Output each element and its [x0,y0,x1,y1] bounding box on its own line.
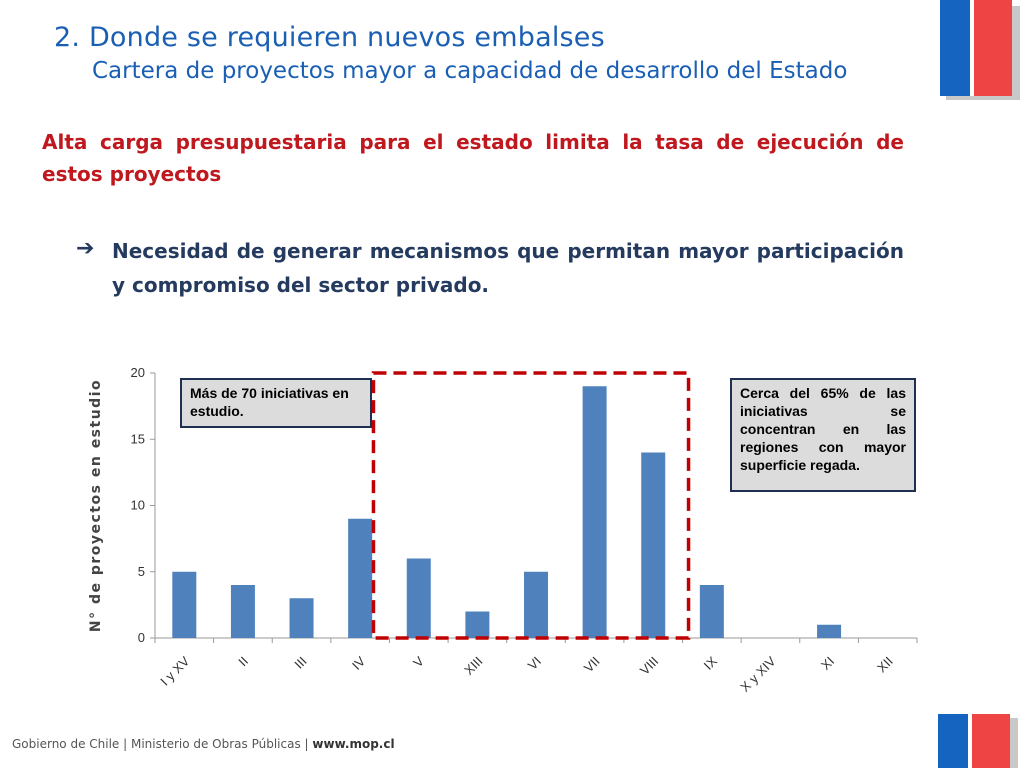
bar [699,585,724,638]
x-tick-label: X y XIV [737,653,778,694]
page-subtitle: Cartera de proyectos mayor a capacidad d… [92,58,848,84]
y-tick-label: 0 [138,630,145,645]
y-tick-label: 20 [131,365,145,380]
x-tick-label: IV [349,653,369,673]
x-tick-label: XIII [461,654,485,678]
x-tick-label: V [410,653,427,670]
chile-flag-logo [940,0,1020,100]
footer-text: Gobierno de Chile | Ministerio de Obras … [12,737,313,751]
bar [230,585,255,638]
x-tick-label: VII [581,654,603,676]
y-axis-title: N° de proyectos en estudio [88,379,104,632]
bar [289,598,314,638]
y-tick-label: 10 [131,498,145,513]
y-tick-label: 15 [131,431,145,446]
footer: Gobierno de Chile | Ministerio de Obras … [12,737,395,751]
bar [641,452,666,638]
footer-link[interactable]: www.mop.cl [312,737,395,751]
callout-initiatives: Más de 70 iniciativas en estudio. [180,378,372,428]
bar [465,611,490,638]
highlight-box [371,371,691,640]
bar [406,558,431,638]
bar [817,624,842,638]
x-tick-label: II [235,654,251,670]
bar [524,571,548,638]
x-tick-label: III [291,654,309,672]
x-tick-label: IX [701,653,721,673]
page-title: 2. Donde se requieren nuevos embalses [54,22,605,53]
x-tick-label: XI [818,654,837,673]
bar [582,386,607,638]
x-tick-label: I y XV [157,653,192,688]
arrow-right-icon: ➔ [76,236,95,261]
chile-flag-footer-logo [938,714,1018,768]
y-tick-label: 5 [138,564,145,579]
bar [348,518,373,638]
x-tick-label: VI [525,654,544,673]
x-tick-label: XII [874,654,896,676]
x-tick-label: VIII [637,654,661,678]
bar [172,571,197,638]
bullet-text: Necesidad de generar mecanismos que perm… [112,239,904,297]
headline-text: Alta carga presupuestaria para el estado… [42,130,904,186]
callout-concentration: Cerca del 65% de las iniciativas se conc… [730,378,916,492]
